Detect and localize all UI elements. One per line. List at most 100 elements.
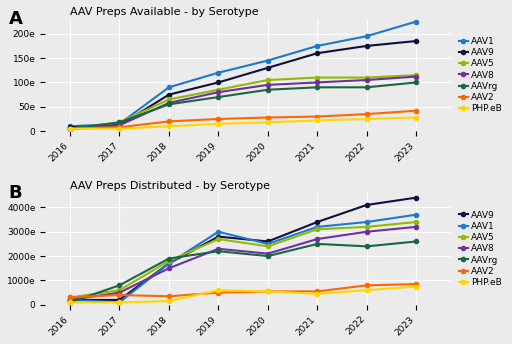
- AAV9: [413, 196, 419, 200]
- AAV1: [216, 230, 222, 234]
- AAV5: [67, 127, 73, 131]
- AAVrg: [314, 242, 321, 246]
- AAV2: [364, 112, 370, 116]
- Line: AAV8: AAV8: [68, 75, 418, 131]
- AAV5: [265, 78, 271, 82]
- PHP.eB: [67, 127, 73, 131]
- PHP.eB: [265, 120, 271, 125]
- AAV1: [265, 242, 271, 246]
- Line: AAV5: AAV5: [68, 220, 418, 300]
- PHP.eB: [364, 288, 370, 292]
- PHP.eB: [314, 118, 321, 122]
- AAV1: [364, 34, 370, 38]
- Line: AAV1: AAV1: [68, 213, 418, 304]
- AAV9: [216, 80, 222, 85]
- AAV2: [413, 109, 419, 113]
- AAV1: [314, 44, 321, 48]
- Line: AAV2: AAV2: [68, 282, 418, 300]
- AAV8: [314, 237, 321, 241]
- AAV5: [116, 288, 122, 292]
- Line: AAV2: AAV2: [68, 109, 418, 131]
- Line: AAV5: AAV5: [68, 73, 418, 131]
- AAV5: [216, 237, 222, 241]
- AAV8: [413, 225, 419, 229]
- AAV1: [413, 213, 419, 217]
- AAV8: [67, 127, 73, 131]
- AAV1: [67, 298, 73, 302]
- PHP.eB: [116, 300, 122, 304]
- AAV1: [166, 85, 172, 89]
- AAV8: [116, 291, 122, 295]
- AAV1: [216, 71, 222, 75]
- Line: AAV1: AAV1: [68, 20, 418, 128]
- AAV5: [413, 73, 419, 77]
- AAV8: [216, 90, 222, 94]
- AAV2: [265, 289, 271, 293]
- AAV9: [413, 39, 419, 43]
- AAV5: [413, 220, 419, 224]
- AAV9: [67, 125, 73, 129]
- AAV1: [166, 261, 172, 266]
- AAV5: [166, 97, 172, 101]
- AAVrg: [216, 95, 222, 99]
- Line: AAV8: AAV8: [68, 225, 418, 302]
- AAV9: [265, 239, 271, 244]
- Text: AAV Preps Distributed - by Serotype: AAV Preps Distributed - by Serotype: [70, 181, 270, 191]
- AAV1: [314, 225, 321, 229]
- AAV2: [116, 125, 122, 129]
- AAV1: [116, 122, 122, 126]
- Line: AAVrg: AAVrg: [68, 239, 418, 304]
- AAV9: [364, 203, 370, 207]
- AAV2: [116, 293, 122, 297]
- Line: PHP.eB: PHP.eB: [68, 116, 418, 131]
- AAVrg: [216, 249, 222, 253]
- AAV2: [216, 117, 222, 121]
- AAVrg: [413, 239, 419, 244]
- AAV1: [116, 300, 122, 304]
- AAV9: [166, 261, 172, 266]
- AAV2: [413, 282, 419, 286]
- PHP.eB: [413, 284, 419, 289]
- AAVrg: [67, 127, 73, 131]
- AAV5: [364, 75, 370, 79]
- AAV2: [67, 295, 73, 300]
- AAV8: [166, 101, 172, 105]
- AAV8: [67, 298, 73, 302]
- AAV9: [116, 298, 122, 302]
- Line: AAV9: AAV9: [68, 39, 418, 129]
- PHP.eB: [116, 127, 122, 131]
- AAV8: [364, 230, 370, 234]
- AAV8: [364, 78, 370, 82]
- AAVrg: [67, 300, 73, 304]
- AAV8: [166, 266, 172, 270]
- AAV5: [314, 227, 321, 232]
- AAVrg: [364, 244, 370, 248]
- AAVrg: [265, 254, 271, 258]
- PHP.eB: [67, 300, 73, 304]
- PHP.eB: [166, 124, 172, 128]
- AAV9: [364, 44, 370, 48]
- AAV2: [314, 115, 321, 119]
- Text: A: A: [9, 10, 23, 28]
- Line: PHP.eB: PHP.eB: [68, 284, 418, 304]
- AAV8: [116, 123, 122, 127]
- AAV9: [216, 235, 222, 239]
- AAV5: [314, 75, 321, 79]
- Line: AAV9: AAV9: [68, 195, 418, 302]
- Legend: AAV9, AAV1, AAV5, AAV8, AAVrg, AAV2, PHP.eB: AAV9, AAV1, AAV5, AAV8, AAVrg, AAV2, PHP…: [455, 207, 505, 291]
- AAVrg: [116, 120, 122, 125]
- AAV5: [166, 259, 172, 263]
- AAV8: [265, 251, 271, 256]
- AAV2: [166, 294, 172, 298]
- AAVrg: [314, 85, 321, 89]
- AAV2: [166, 119, 172, 123]
- PHP.eB: [413, 116, 419, 120]
- AAVrg: [413, 80, 419, 85]
- AAV1: [67, 124, 73, 128]
- AAV1: [364, 220, 370, 224]
- AAV9: [116, 123, 122, 127]
- AAV5: [265, 244, 271, 248]
- Legend: AAV1, AAV9, AAV5, AAV8, AAVrg, AAV2, PHP.eB: AAV1, AAV9, AAV5, AAV8, AAVrg, AAV2, PHP…: [455, 33, 505, 117]
- PHP.eB: [166, 299, 172, 303]
- AAV1: [265, 58, 271, 63]
